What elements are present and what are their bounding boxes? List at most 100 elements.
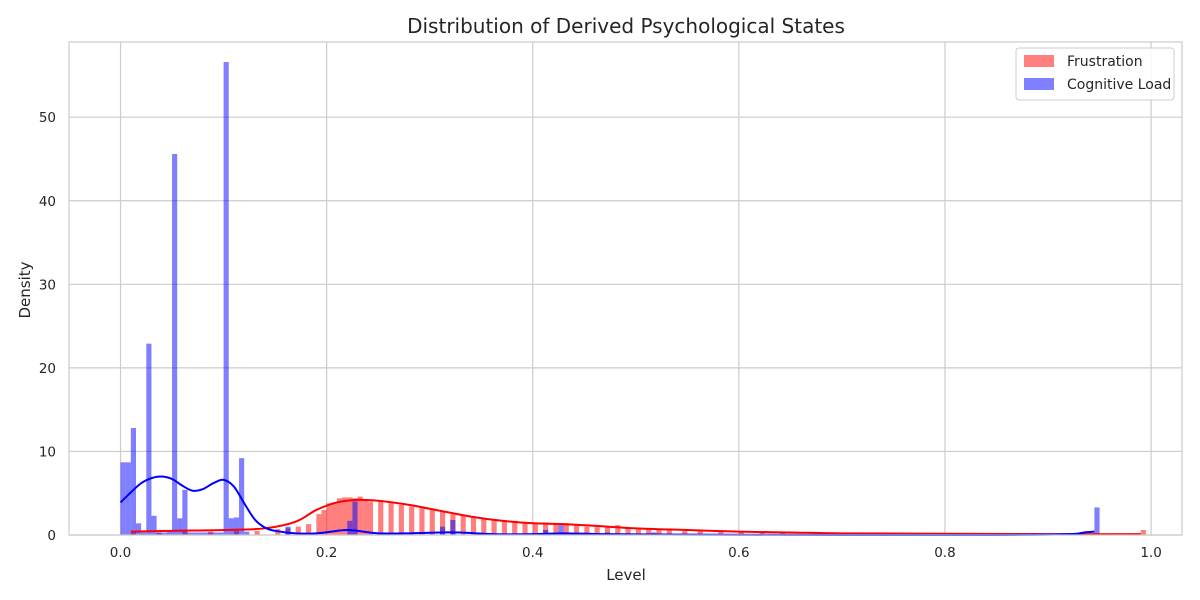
histogram-bar-frustration [336,498,343,535]
x-tick-label: 0.2 [316,545,337,561]
histogram-bar-cognitive-load [125,462,131,535]
histogram-bar-frustration [563,523,569,535]
histogram-bar-cognitive-load [192,532,198,535]
histogram-bar-frustration [342,497,348,535]
histogram-bar-cognitive-load [156,532,162,535]
histogram-bar-cognitive-load [218,532,224,535]
histogram-bar-cognitive-load [223,62,229,536]
y-tick-label: 10 [39,444,56,460]
histogram-bar-cognitive-load [135,523,142,535]
histogram-bar-frustration [429,509,435,535]
histogram-bar-frustration [656,529,662,535]
chart-title: Distribution of Derived Psychological St… [407,14,845,38]
histogram-bar-cognitive-load [285,526,291,535]
plot-frame [68,41,1183,536]
x-tick-label: 0.8 [934,545,955,561]
histogram-bar-frustration [666,529,672,535]
y-tick-label: 50 [39,110,56,126]
histogram-bar-cognitive-load [352,501,358,535]
histogram-bar-frustration [491,519,497,535]
histogram-bar-frustration [347,497,353,535]
legend-label-cognitive-load: Cognitive Load [1067,77,1171,93]
histogram-bar-cognitive-load [213,532,219,535]
histogram-bar-frustration [331,502,337,535]
y-axis-label: Density [16,261,34,318]
histogram-bar-frustration [1140,529,1146,535]
histogram-bar-frustration [501,519,507,535]
histogram-bar-frustration [254,530,260,535]
histogram-bar-frustration [697,530,703,535]
y-tick-label: 40 [39,194,56,210]
histogram-bar-frustration [316,514,322,535]
histogram-bar-frustration [367,501,374,535]
legend-swatch-frustration [1024,55,1054,67]
histogram-bar-cognitive-load [177,518,183,535]
histogram-bar-cognitive-load [166,530,173,535]
histogram-bar-cognitive-load [440,526,446,535]
histogram-bar-frustration [553,523,559,535]
histogram-bar-frustration [512,520,518,535]
histogram-bar-cognitive-load [197,532,203,535]
histogram-bar-cognitive-load [347,520,353,535]
kde-line-frustration [130,498,1141,536]
histogram-bar-frustration [584,526,590,535]
histogram-bar-frustration [532,522,538,535]
histogram-bar-frustration [326,503,332,535]
histogram-bar-frustration [635,527,641,535]
tick-labels: 0.0 0.2 0.4 0.6 0.8 1.0 0 10 20 30 40 50 [39,110,1162,561]
y-tick-label: 30 [39,277,56,293]
histogram-bar-cognitive-load [161,532,167,535]
histogram-bar-frustration [573,524,580,535]
histogram-bar-cognitive-load [202,532,209,535]
histogram-bar-cognitive-load [450,519,456,535]
x-tick-label: 1.0 [1140,545,1161,561]
histogram-bar-frustration [522,522,528,535]
y-tick-label: 0 [47,528,56,544]
histogram-bar-frustration [440,511,446,535]
histogram-bar-cognitive-load [151,515,157,535]
histogram-bar-cognitive-load [244,531,250,535]
histogram-bar-frustration [419,508,425,535]
histogram-bar-cognitive-load [558,523,564,535]
histogram-bar-frustration [780,532,786,535]
histogram-bar-frustration [460,515,466,535]
histogram-bar-cognitive-load [172,153,178,536]
x-tick-label: 0.6 [728,545,749,561]
histogram-bar-frustration [378,501,384,535]
histogram-bar-cognitive-load [130,428,136,535]
histogram-bar-frustration [594,526,600,535]
histogram-bar-cognitive-load [233,517,240,535]
histogram-bar-frustration [321,509,327,535]
histogram-bar-frustration [646,529,652,535]
histogram-bar-frustration [362,499,368,535]
legend-swatch-cognitive-load [1024,78,1054,90]
legend-label-frustration: Frustration [1067,54,1143,70]
histogram-bar-cognitive-load [1094,507,1100,535]
histogram-bar-frustration [470,517,477,535]
histogram-bar-cognitive-load [208,532,214,535]
x-tick-label: 0.0 [110,545,131,561]
legend: Frustration Cognitive Load [1015,47,1175,101]
histogram-bar-cognitive-load [182,489,188,535]
histogram-bar-frustration [625,527,631,535]
histogram-bar-frustration [481,518,487,535]
histogram-bar-frustration [718,531,724,535]
histogram-bar-frustration [759,532,765,535]
histogram-bar-frustration [604,526,611,535]
histogram-bar-frustration [306,524,312,535]
histogram-bar-frustration [738,531,745,535]
histogram-bar-cognitive-load [146,343,152,535]
histogram-bar-frustration [357,496,363,535]
histogram-bar-cognitive-load [228,518,234,535]
histogram-bar-cognitive-load [239,458,245,535]
x-tick-label: 0.4 [522,545,543,561]
histogram-bar-frustration [543,522,549,535]
histogram-bar-frustration [388,503,394,535]
y-tick-label: 20 [39,361,56,377]
histogram-bar-frustration [398,504,404,535]
histogram-bar-cognitive-load [141,532,147,535]
histogram-bar-cognitive-load [543,529,549,535]
legend-box [1015,47,1175,101]
